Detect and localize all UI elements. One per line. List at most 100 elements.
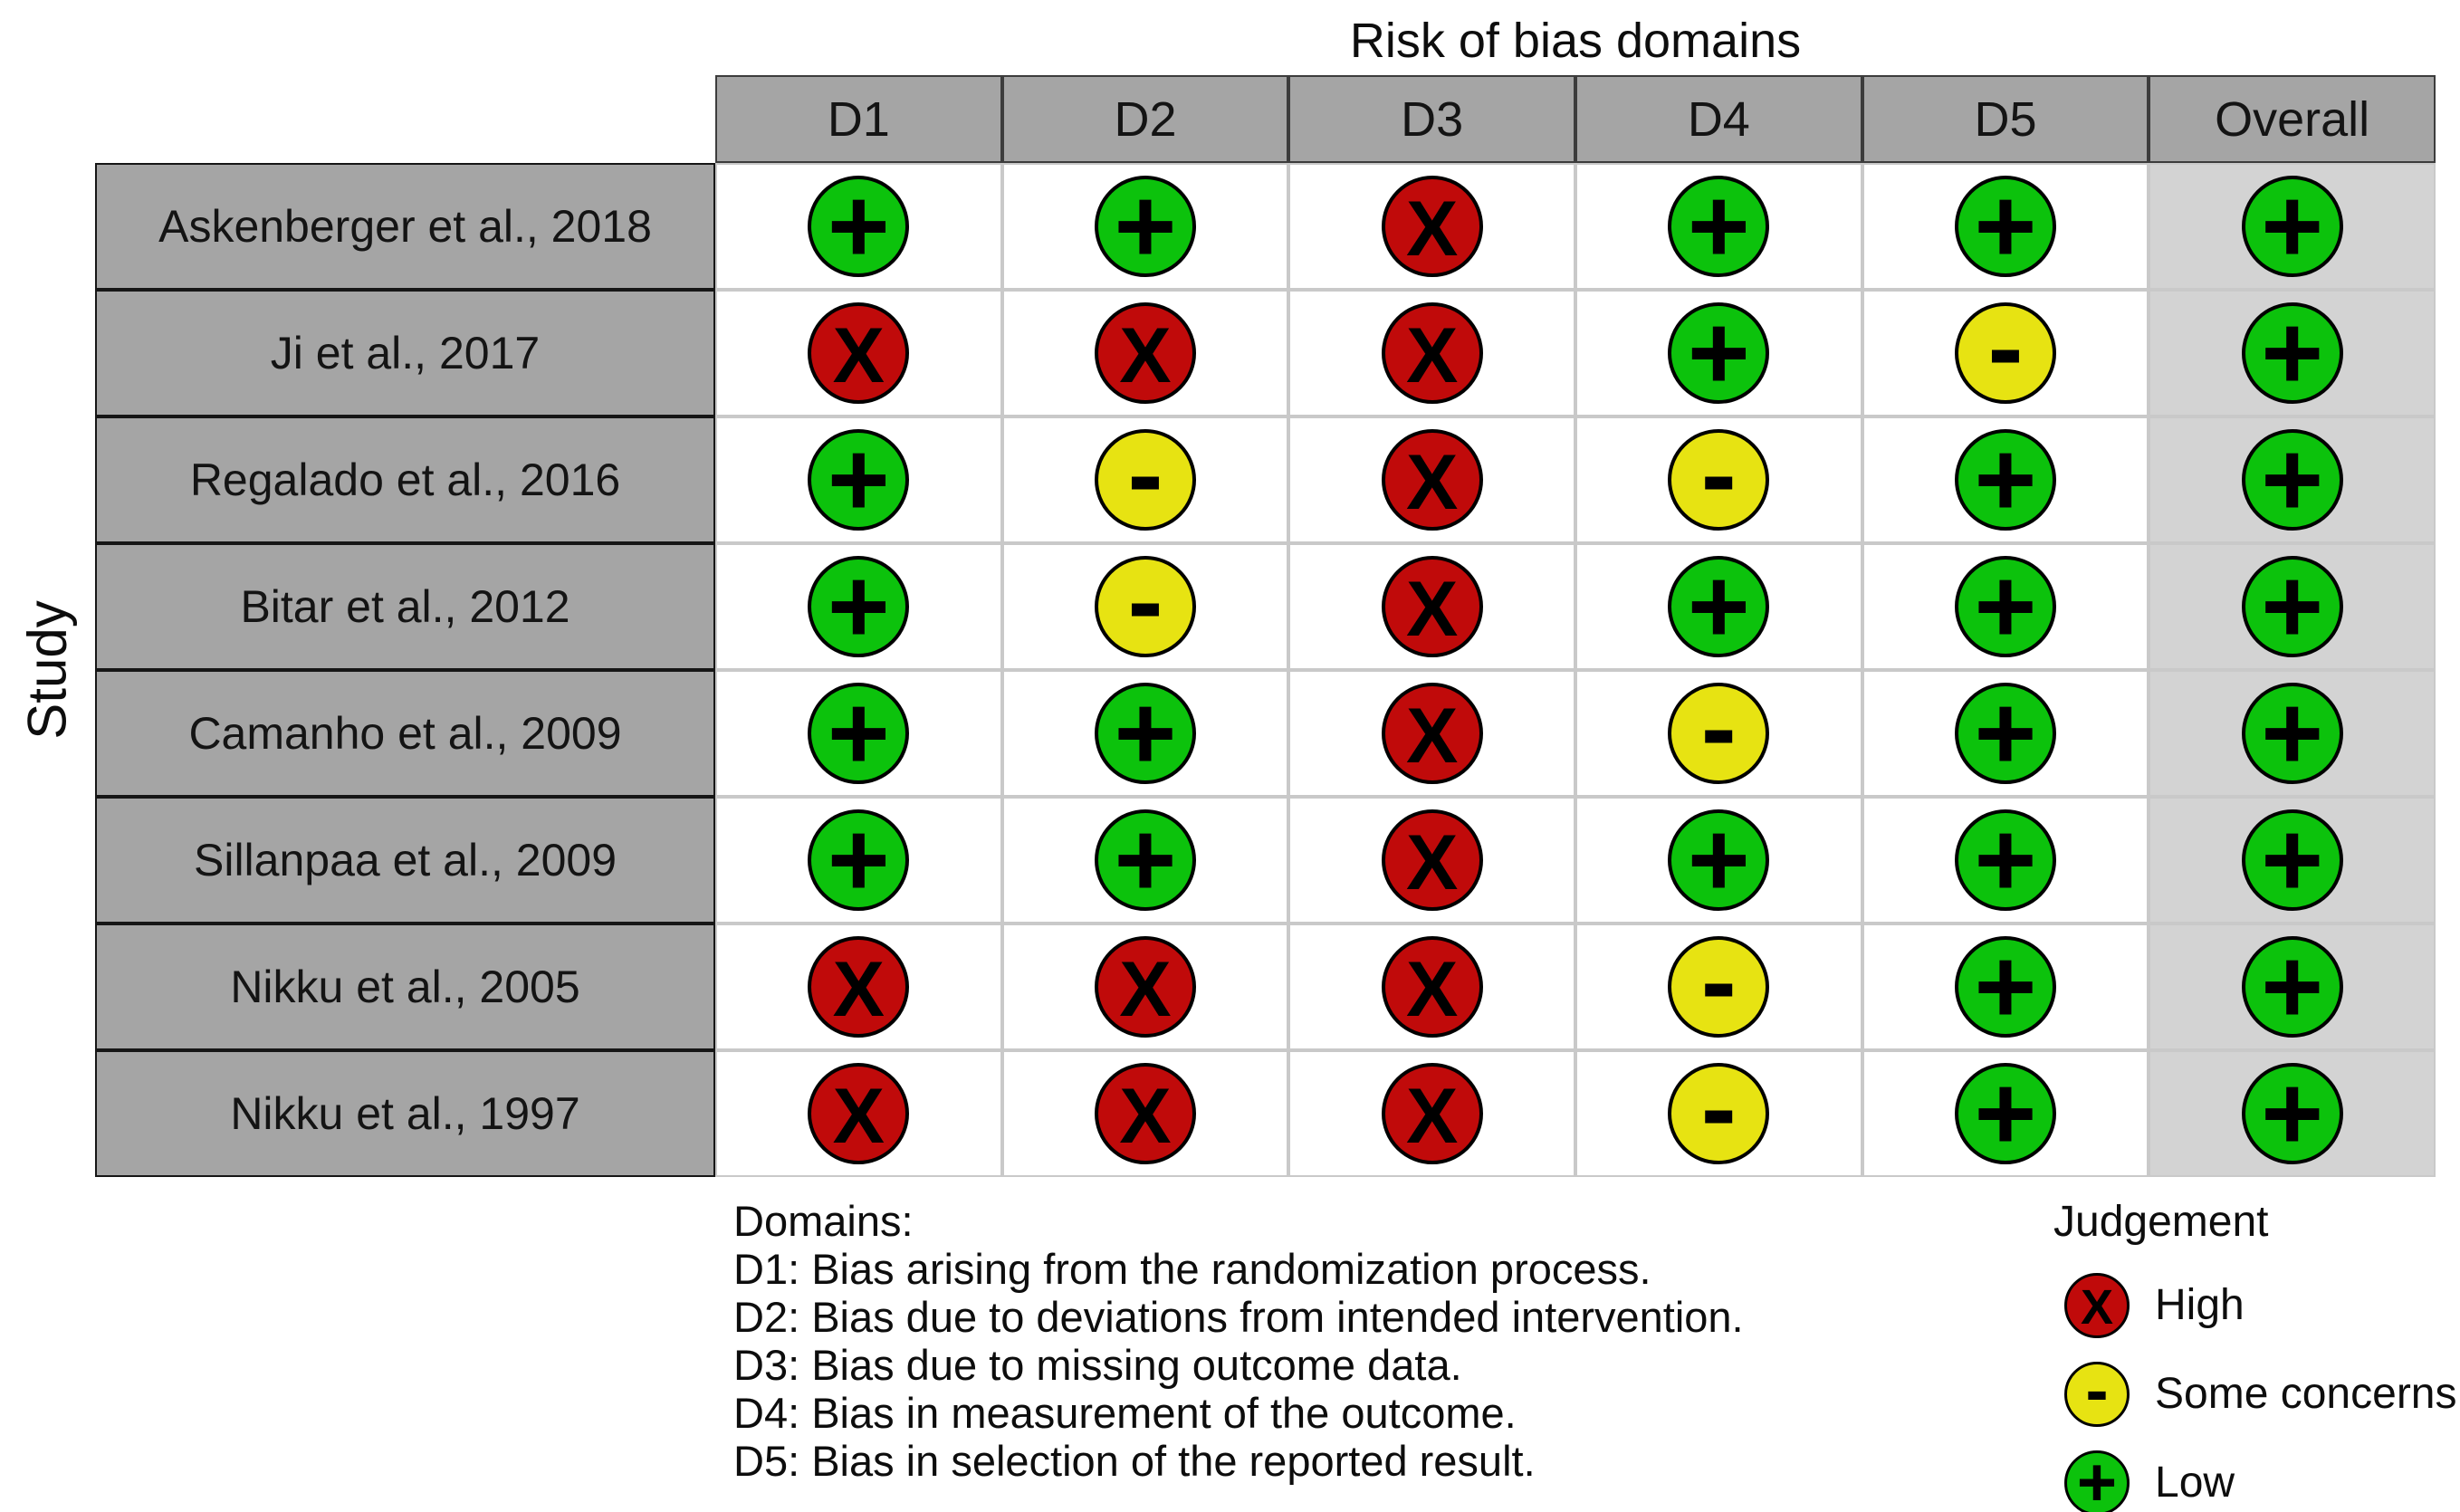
judgement-symbol: + (2261, 420, 2324, 540)
judgement-symbol: + (2261, 167, 2324, 286)
judgement-cell: - (1575, 923, 1862, 1050)
judgement-symbol: - (1700, 922, 1737, 1041)
judgement-high-icon: X (1381, 556, 1483, 657)
judgement-symbol: X (2080, 1279, 2114, 1335)
judgement-high-icon: X (1381, 1063, 1483, 1164)
judgement-cell: - (1001, 543, 1289, 670)
judgement-symbol: + (1687, 167, 1750, 286)
judgement-some-icon: - (1094, 421, 1196, 531)
judgement-symbol: + (1114, 800, 1177, 920)
judgement-cell: + (2149, 923, 2436, 1050)
legend-item-label: High (2155, 1281, 2245, 1329)
judgement-cell: + (1001, 163, 1289, 290)
judgement-symbol: + (1974, 420, 2037, 540)
judgement-cell: + (2149, 670, 2436, 797)
judgement-cell: + (2149, 290, 2436, 416)
judgement-symbol: + (1687, 547, 1750, 666)
judgement-cell: + (1862, 797, 2149, 923)
judgement-low-icon: + (2241, 167, 2343, 286)
judgement-high-icon: X (1381, 683, 1483, 784)
judgement-cell: + (1001, 797, 1289, 923)
judgement-cell: X (1288, 797, 1575, 923)
judgement-symbol: - (1127, 415, 1163, 534)
judgement-high-icon: X (1094, 302, 1196, 404)
domain-description: D3: Bias due to missing outcome data. (733, 1341, 1462, 1389)
judgement-symbol: + (2261, 547, 2324, 666)
judgement-some-icon: - (1668, 1055, 1770, 1164)
judgement-low-icon: + (1954, 807, 2056, 914)
judgement-cell: + (1862, 923, 2149, 1050)
domains-note-heading: Domains: (733, 1197, 914, 1245)
judgement-some-icon: - (1668, 421, 1770, 531)
judgement-cell: X (715, 290, 1002, 416)
judgement-cell: + (1862, 1050, 2149, 1177)
judgement-cell: + (1575, 163, 1862, 290)
judgement-symbol: + (2261, 293, 2324, 413)
judgement-some-icon: - (1094, 548, 1196, 657)
judgement-cell: + (1575, 543, 1862, 670)
judgement-symbol: X (1405, 693, 1459, 780)
judgement-low-icon: + (2241, 293, 2343, 413)
legend-items: X High - Some concerns + Low (2064, 1267, 2457, 1512)
judgement-cell: X (1288, 543, 1575, 670)
judgement-high-icon: X (2064, 1272, 2130, 1338)
judgement-symbol: - (1700, 415, 1737, 534)
judgement-cell: + (715, 797, 1002, 923)
column-header-d5: D5 (1862, 75, 2149, 163)
column-header-d1: D1 (715, 75, 1002, 163)
judgement-cell: + (715, 543, 1002, 670)
judgement-low-icon: + (2241, 933, 2343, 1040)
column-header-overall: Overall (2149, 75, 2436, 163)
study-label: Ji et al., 2017 (95, 290, 715, 416)
study-label: Regalado et al., 2016 (95, 416, 715, 543)
judgement-low-icon: + (1668, 807, 1770, 914)
judgement-symbol: + (1974, 1054, 2037, 1173)
judgement-cell: X (1288, 670, 1575, 797)
judgement-low-icon: + (1954, 927, 2056, 1047)
judgement-low-icon: + (808, 547, 910, 666)
judgement-symbol: + (827, 420, 890, 540)
judgement-cell: X (715, 923, 1002, 1050)
judgement-symbol: + (1974, 927, 2037, 1047)
judgement-high-icon: X (1381, 302, 1483, 404)
judgement-symbol: + (827, 167, 890, 286)
column-header-d2: D2 (1001, 75, 1289, 163)
judgement-symbol: + (827, 800, 890, 920)
domain-description: D1: Bias arising from the randomization … (733, 1245, 1651, 1293)
judgement-symbol: + (2076, 1443, 2118, 1512)
judgement-low-icon: + (1668, 547, 1770, 666)
judgement-cell: + (715, 416, 1002, 543)
judgement-cell: + (2149, 543, 2436, 670)
judgement-symbol: X (1119, 946, 1172, 1033)
judgement-cell: X (1288, 416, 1575, 543)
judgement-legend: Judgement X High - Some concerns + Low (2053, 1197, 2457, 1512)
judgement-cell: X (1288, 923, 1575, 1050)
judgement-low-icon: + (1094, 173, 1196, 280)
judgement-high-icon: X (1381, 176, 1483, 277)
judgement-low-icon: + (2241, 547, 2343, 666)
judgement-some-icon: - (1954, 294, 2056, 404)
legend-item-label: Low (2155, 1459, 2235, 1507)
judgement-cell: + (2149, 797, 2436, 923)
judgement-cell: X (1288, 290, 1575, 416)
judgement-cell: X (1001, 290, 1289, 416)
judgement-cell: X (1001, 923, 1289, 1050)
judgement-some-icon: - (2064, 1355, 2130, 1427)
domain-description: D5: Bias in selection of the reported re… (733, 1437, 1536, 1485)
judgement-symbol: X (1119, 312, 1172, 399)
judgement-symbol: X (1119, 1073, 1172, 1160)
judgement-cell: - (1575, 670, 1862, 797)
legend-item-low: + Low (2064, 1444, 2457, 1512)
study-axis-label: Study (16, 600, 78, 740)
judgement-low-icon: + (2064, 1443, 2130, 1512)
judgement-some-icon: - (1668, 675, 1770, 784)
judgement-symbol: + (827, 547, 890, 666)
domain-description: D2: Bias due to deviations from intended… (733, 1293, 1744, 1341)
judgement-symbol: X (1405, 186, 1459, 273)
judgement-high-icon: X (808, 936, 910, 1038)
judgement-symbol: X (1405, 1073, 1459, 1160)
judgement-symbol: + (1687, 293, 1750, 413)
study-label: Nikku et al., 1997 (95, 1050, 715, 1177)
judgement-symbol: + (1974, 674, 2037, 793)
